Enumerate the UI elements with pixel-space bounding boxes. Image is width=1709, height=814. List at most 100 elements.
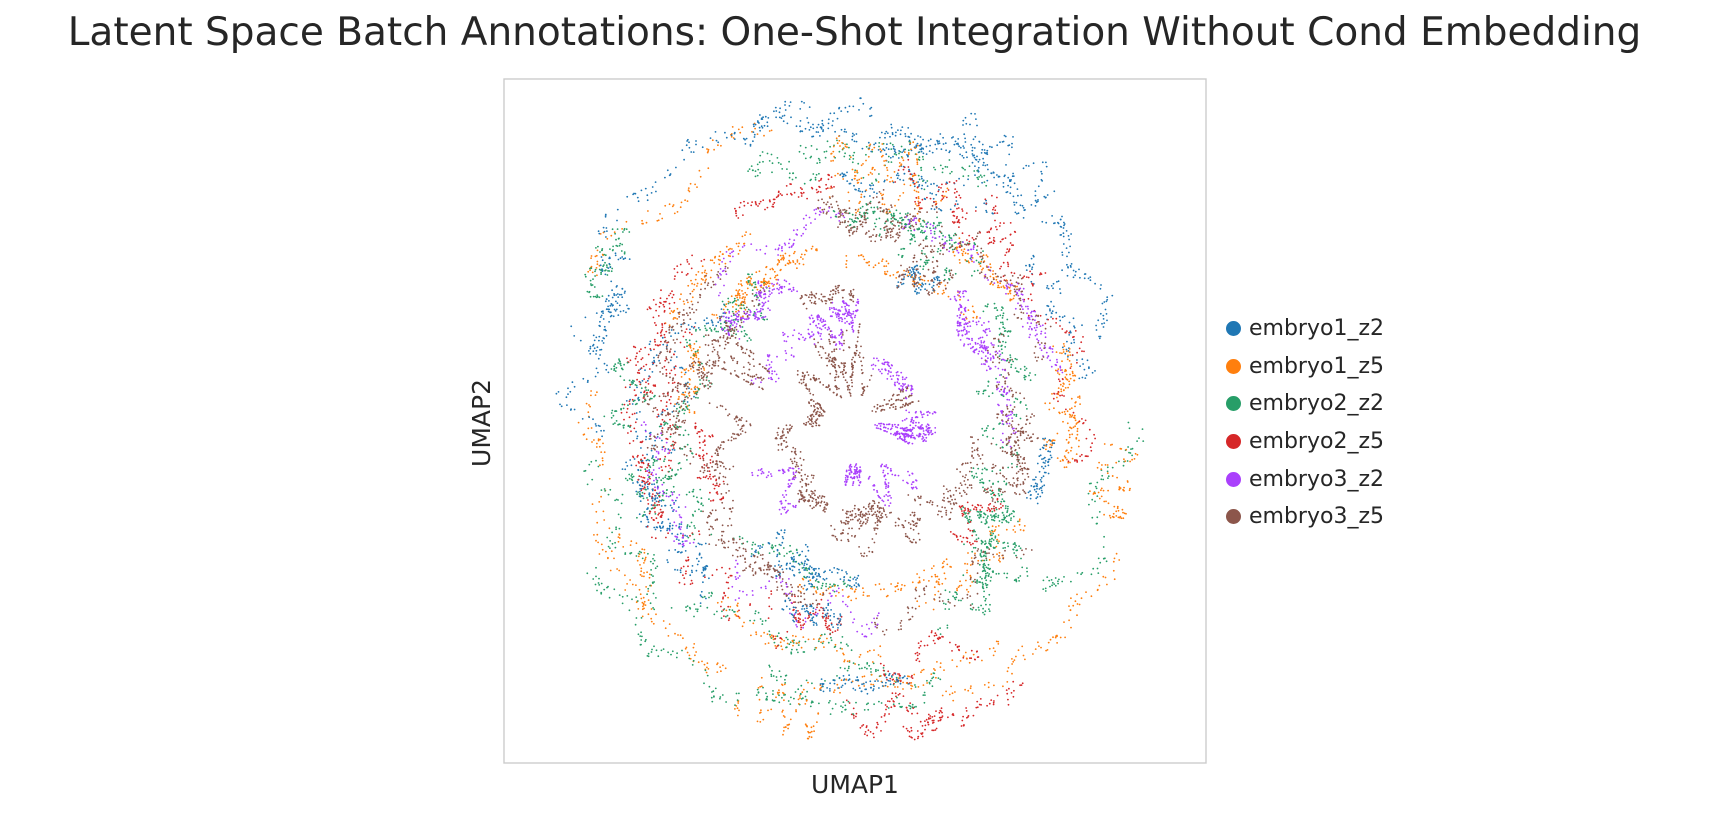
scatter-point — [601, 548, 604, 551]
scatter-point — [689, 345, 692, 348]
scatter-point — [964, 651, 967, 654]
scatter-point — [685, 606, 687, 608]
scatter-point — [984, 305, 987, 307]
scatter-point — [1067, 266, 1069, 269]
scatter-point — [921, 732, 924, 734]
scatter-point — [621, 243, 624, 246]
scatter-point — [920, 169, 923, 172]
scatter-point — [818, 702, 820, 705]
scatter-point — [1040, 487, 1043, 489]
scatter-point — [712, 324, 714, 327]
scatter-point — [917, 174, 920, 177]
scatter-point — [724, 131, 726, 134]
scatter-point — [975, 390, 978, 393]
scatter-point — [1020, 194, 1023, 197]
scatter-point — [921, 198, 924, 201]
scatter-point — [922, 694, 925, 696]
scatter-point — [869, 680, 872, 683]
scatter-point — [696, 608, 699, 611]
scatter-point — [889, 680, 891, 682]
scatter-point — [660, 334, 662, 337]
scatter-point — [870, 683, 872, 686]
scatter-point — [980, 559, 983, 562]
scatter-point — [1022, 206, 1025, 209]
scatter-point — [676, 425, 679, 428]
scatter-point — [887, 161, 890, 163]
scatter-point — [697, 327, 700, 329]
scatter-point — [775, 575, 777, 577]
scatter-point — [652, 458, 655, 461]
scatter-point — [768, 605, 771, 608]
scatter-point — [853, 591, 856, 593]
scatter-point — [864, 731, 867, 733]
scatter-point — [659, 344, 661, 346]
scatter-point — [836, 617, 839, 620]
scatter-point — [704, 567, 707, 570]
scatter-point — [611, 409, 614, 412]
scatter-point — [686, 443, 689, 446]
scatter-point — [676, 389, 679, 392]
scatter-point — [1102, 478, 1105, 481]
scatter-point — [727, 248, 730, 251]
scatter-point — [877, 723, 879, 726]
scatter-point — [599, 251, 601, 253]
scatter-point — [615, 526, 617, 529]
scatter-point — [933, 634, 936, 637]
scatter-point — [1016, 212, 1018, 215]
scatter-point — [831, 631, 834, 634]
scatter-point — [866, 212, 869, 215]
scatter-point — [784, 674, 787, 677]
scatter-point — [899, 212, 901, 215]
scatter-point — [973, 242, 976, 244]
scatter-point — [866, 595, 869, 597]
scatter-point — [573, 385, 576, 388]
scatter-point — [672, 311, 674, 314]
scatter-point — [654, 498, 656, 501]
scatter-point — [636, 493, 638, 496]
scatter-point — [664, 176, 666, 179]
scatter-point — [677, 398, 680, 400]
scatter-point — [678, 539, 680, 541]
scatter-point — [1009, 292, 1012, 295]
scatter-point — [1002, 314, 1004, 317]
scatter-point — [600, 271, 602, 274]
scatter-point — [881, 194, 883, 197]
scatter-point — [649, 391, 652, 394]
scatter-point — [958, 649, 961, 652]
scatter-point — [853, 717, 855, 719]
scatter-point — [622, 310, 625, 312]
scatter-point — [679, 634, 682, 637]
scatter-point — [1018, 545, 1020, 548]
scatter-point — [662, 408, 664, 411]
scatter-point — [919, 645, 922, 647]
scatter-point — [966, 239, 968, 241]
scatter-point — [941, 183, 943, 186]
scatter-point — [707, 668, 710, 670]
scatter-point — [711, 574, 714, 577]
scatter-point — [638, 380, 641, 383]
scatter-point — [992, 701, 995, 704]
scatter-point — [840, 686, 843, 688]
scatter-point — [1041, 458, 1043, 460]
scatter-point — [757, 611, 760, 614]
scatter-point — [794, 635, 797, 638]
scatter-point — [1025, 164, 1028, 167]
scatter-point — [559, 403, 561, 406]
scatter-point — [666, 169, 669, 172]
scatter-point — [758, 161, 761, 164]
scatter-point — [637, 469, 640, 472]
scatter-point — [774, 544, 777, 547]
scatter-point — [618, 569, 621, 572]
scatter-point — [1042, 579, 1045, 582]
scatter-point — [802, 587, 805, 590]
scatter-point — [647, 587, 650, 590]
scatter-point — [690, 569, 693, 572]
scatter-point — [655, 324, 657, 327]
scatter-point — [811, 619, 814, 622]
scatter-point — [996, 538, 999, 541]
scatter-point — [1013, 413, 1016, 416]
scatter-point — [689, 657, 692, 660]
scatter-point — [687, 187, 690, 190]
scatter-point — [1009, 360, 1011, 362]
scatter-point — [797, 698, 800, 701]
